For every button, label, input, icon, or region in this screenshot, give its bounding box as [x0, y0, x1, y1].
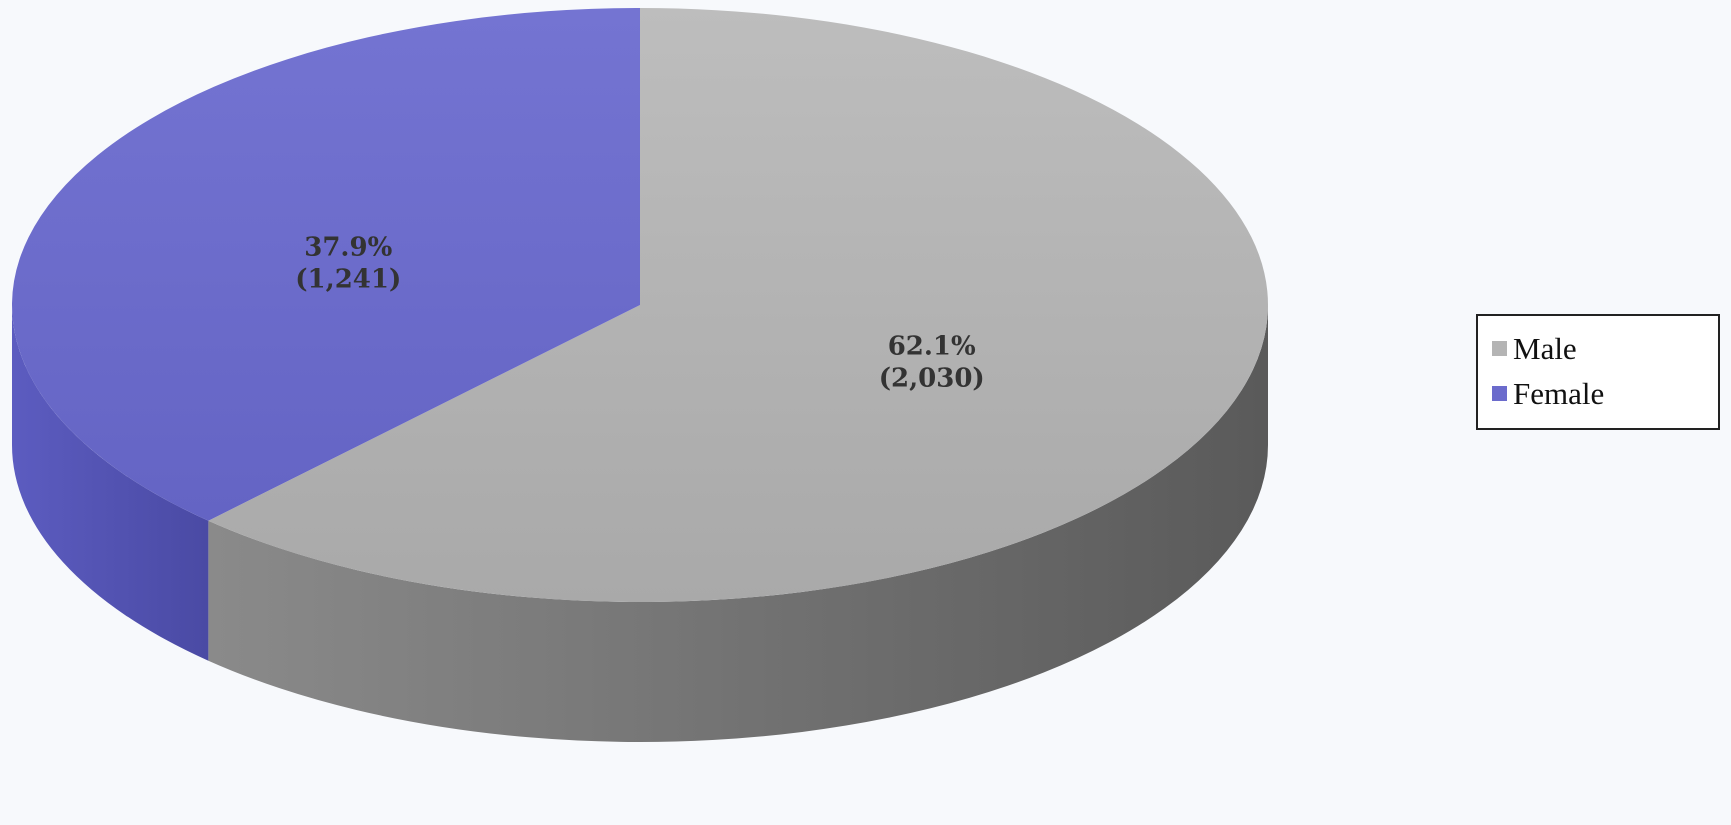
legend-swatch-male — [1492, 341, 1507, 356]
legend-item-female: Female — [1492, 371, 1718, 416]
chart-legend: Male Female — [1476, 314, 1720, 430]
data-label-male: 62.1% (2,030) — [879, 331, 985, 393]
legend-label-male: Male — [1513, 330, 1577, 366]
pie-side-male — [208, 305, 1268, 743]
data-label-male-count: (2,030) — [879, 363, 985, 393]
data-label-male-percent: 62.1% — [888, 331, 976, 361]
data-label-female: 37.9% (1,241) — [295, 233, 401, 295]
pie-side-female — [12, 305, 209, 661]
pie-slice-male — [208, 8, 1268, 603]
data-label-female-percent: 37.9% — [304, 233, 392, 263]
data-label-female-count: (1,241) — [295, 265, 401, 295]
pie-slice-female — [11, 8, 640, 521]
legend-item-male: Male — [1492, 326, 1718, 371]
legend-swatch-female — [1492, 386, 1507, 401]
legend-label-female: Female — [1513, 375, 1605, 411]
